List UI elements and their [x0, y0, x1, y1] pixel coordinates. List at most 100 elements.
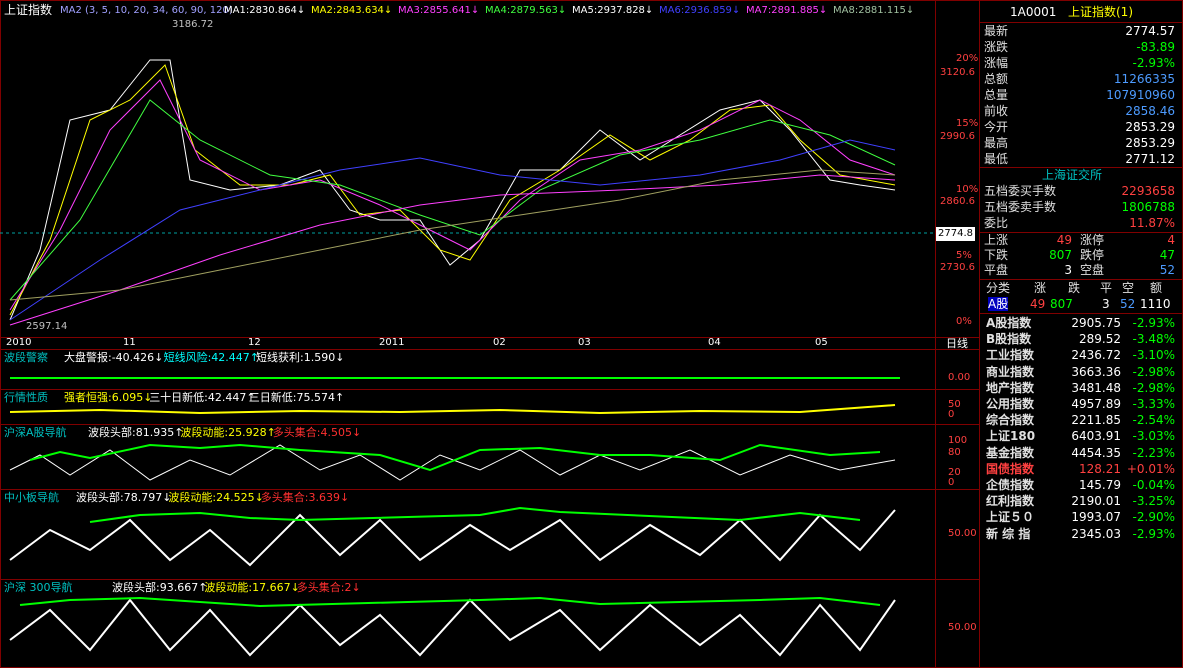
panel-axis-label: 0	[948, 477, 955, 488]
date-label: 2010	[6, 337, 32, 348]
date-label: 04	[708, 337, 721, 348]
panel-indicator: 波段头部:78.797↓	[76, 491, 172, 504]
index-value: 2436.72	[1071, 348, 1121, 363]
order-label: 委比	[984, 216, 1009, 230]
panel-name: 波段警察	[4, 351, 48, 364]
index-name: 红利指数	[986, 494, 1035, 509]
panel-name: 沪深A股导航	[4, 426, 67, 439]
date-label: 02	[493, 337, 506, 348]
index-value: 2211.85	[1071, 413, 1121, 428]
panel-indicator: 波段动能:25.928↑	[180, 426, 276, 439]
pct-axis-label: 20%	[956, 53, 979, 64]
price-axis-label: 2730.6	[940, 262, 975, 273]
index-value: 2345.03	[1071, 526, 1121, 541]
main-title: 上证指数	[4, 3, 53, 17]
price-axis-label: 2990.6	[940, 131, 975, 142]
quote-label: 总量	[984, 88, 1009, 102]
index-value: 145.79	[1079, 478, 1121, 492]
index-change: -2.23%	[1132, 445, 1175, 460]
quote-label: 最新	[984, 24, 1009, 38]
panel-axis-label: 0	[948, 409, 955, 420]
index-name: 基金指数	[986, 445, 1035, 460]
quote-name: 上证指数(1)	[1068, 5, 1133, 19]
quote-label: 最低	[984, 152, 1009, 166]
index-name: 公用指数	[986, 397, 1035, 411]
date-label: 03	[578, 337, 591, 348]
pct-axis-label: 10%	[956, 184, 979, 195]
breadth-value: 52	[1159, 263, 1175, 277]
index-name: 综合指数	[986, 413, 1035, 428]
quote-label: 总额	[984, 72, 1009, 86]
date-label: 11	[123, 337, 136, 348]
quote-label: 今开	[984, 120, 1009, 134]
breadth-value: 3	[1064, 263, 1072, 277]
index-value: 1993.07	[1071, 510, 1121, 525]
table-header: 额	[1150, 281, 1163, 295]
panel-name: 中小板导航	[4, 491, 59, 504]
order-label: 五档委卖手数	[984, 200, 1057, 214]
breadth-label: 上涨	[984, 233, 1009, 247]
index-change: -3.48%	[1132, 332, 1175, 347]
index-change: -0.04%	[1132, 478, 1175, 492]
quote-value: -2.93%	[1132, 56, 1175, 70]
index-value: 2190.01	[1071, 494, 1121, 509]
quote-value: 2853.29	[1125, 136, 1175, 150]
pct-axis-label: 5%	[956, 250, 972, 261]
ma-value: MA1:2830.864↓	[224, 5, 306, 16]
breadth-label: 涨停	[1080, 233, 1105, 247]
ma-value: MA8:2881.115↓	[833, 5, 915, 16]
index-name: 商业指数	[986, 364, 1035, 379]
quote-value: 107910960	[1106, 88, 1175, 102]
panel-indicator: 短线获利:1.590↓	[256, 351, 345, 364]
breadth-value: 807	[1049, 248, 1072, 262]
panel-indicator: 波段动能:17.667↓	[204, 581, 300, 594]
panel-indicator: 大盘警报:-40.426↓	[64, 351, 164, 364]
index-name: B股指数	[986, 332, 1032, 347]
order-label: 五档委买手数	[984, 184, 1057, 198]
index-value: 2905.75	[1071, 316, 1121, 330]
table-cell: 49	[1030, 297, 1046, 311]
index-change: -3.03%	[1132, 429, 1175, 444]
panel-axis-label: 100	[948, 435, 968, 446]
breadth-label: 下跌	[984, 248, 1009, 262]
quote-label: 前收	[984, 104, 1009, 118]
breadth-value: 47	[1159, 248, 1175, 262]
index-change: -2.98%	[1132, 364, 1175, 379]
panel-indicator: 多头集合:4.505↓	[272, 426, 362, 439]
table-cell: 807	[1050, 297, 1073, 311]
index-name: 新 综 指	[986, 526, 1031, 541]
quote-label: 涨幅	[984, 56, 1009, 70]
pct-axis-label: 0%	[956, 316, 972, 327]
quote-value: 2771.12	[1125, 152, 1175, 166]
index-change: -3.33%	[1132, 397, 1175, 411]
table-header: 平	[1100, 281, 1113, 295]
index-value: 289.52	[1079, 332, 1121, 347]
date-label: 2011	[379, 337, 405, 348]
price-axis-label: 2860.6	[940, 196, 975, 207]
ma-value: MA5:2937.828↓	[572, 5, 654, 16]
index-value: 6403.91	[1071, 429, 1121, 444]
table-header: 跌	[1068, 281, 1081, 295]
panel-indicator: 三日新低:75.574↑	[248, 391, 345, 404]
quote-value: 2853.29	[1125, 120, 1175, 134]
index-change: -2.93%	[1132, 316, 1175, 330]
breadth-value: 49	[1056, 233, 1072, 247]
index-value: 3663.36	[1071, 364, 1121, 379]
panel-axis-label: 50.00	[948, 528, 977, 539]
panel-indicator: 波段头部:81.935↑	[88, 426, 184, 439]
index-name: 上证180	[986, 429, 1036, 444]
panel-indicator: 三十日新低:42.447↑	[149, 391, 256, 404]
index-name: 企债指数	[986, 478, 1035, 492]
table-header: 空	[1122, 281, 1135, 295]
index-change: -2.90%	[1132, 510, 1175, 525]
index-value: 4957.89	[1071, 397, 1121, 411]
low-label: 2597.14	[26, 321, 68, 332]
ma-value: MA4:2879.563↓	[485, 5, 567, 16]
quote-value: 2858.46	[1125, 104, 1175, 118]
quote-value: 2774.57	[1125, 24, 1175, 38]
price-axis-label: 3120.6	[940, 67, 975, 78]
breadth-label: 跌停	[1080, 248, 1105, 262]
table-cell: 1110	[1140, 297, 1171, 311]
